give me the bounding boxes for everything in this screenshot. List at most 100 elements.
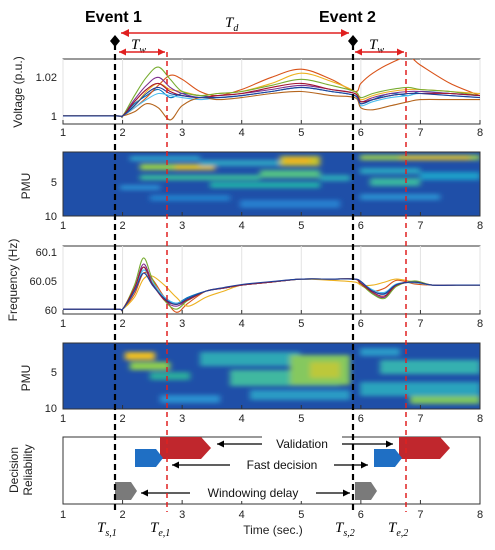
fast-decision-bar-2 [374,449,402,467]
decision-xtick-label: 7 [417,509,423,521]
ts2-label: Ts,2 [335,520,355,539]
voltage-xtick-label: 7 [417,127,423,139]
voltage-series-line-9 [63,86,480,118]
x-axis-label: Time (sec.) [243,523,303,537]
event-1-label: Event 1 [85,9,142,26]
heatmap-2-xtick-label: 7 [417,413,423,425]
decision-ylabel-line2: Reliability [21,444,35,495]
ts1-label: Ts,1 [97,520,117,539]
voltage-ytick-1.02: 1.02 [36,72,57,84]
decision-xtick-label: 6 [358,509,364,521]
heatmap-1-xtick-label: 1 [60,220,66,232]
td-label: Td [225,15,239,34]
pmu-heatmap-1: 5 10 1 2 3 4 5 6 7 8 PMU [19,151,483,232]
te2-label: Te,2 [388,520,408,539]
heatmap-2-xticks: 1 2 3 4 5 6 7 8 [60,405,483,425]
heatmap-2-xtick-label: 5 [298,413,304,425]
heatmap-1-xtick-label: 2 [120,220,126,232]
voltage-xticks: 1 2 3 4 5 6 7 8 [60,120,483,139]
heatmap-1-xtick-label: 5 [298,220,304,232]
top-annotations: Event 1 Event 2 Td Tw Tw [85,9,404,56]
pmu-heatmap-2: 5 10 1 2 3 4 5 6 7 8 PMU [19,342,483,425]
td-arrowhead-left [121,29,129,37]
voltage-panel: 1.02 1 1 2 3 4 5 6 7 8 Voltage (p.u.) [11,56,483,139]
frequency-xtick-label: 2 [120,318,126,330]
frequency-ytick-60: 60 [45,305,57,317]
event-1-marker [110,35,120,47]
heatmap-1-xtick-label: 4 [239,220,245,232]
heatmap-1-xtick-label: 6 [358,220,364,232]
heatmap-1-xticks: 1 2 3 4 5 6 7 8 [60,212,483,232]
fast-decision-bar-1 [135,449,163,467]
event-2-label: Event 2 [319,9,376,26]
heatmap-1-xtick-label: 3 [179,220,185,232]
decision-panel: Decision Reliability 1 2 3 4 5 6 7 8 Validation… [7,436,483,521]
heatmap-1-xtick-label: 8 [477,220,483,232]
windowing-bar-1 [115,482,137,500]
frequency-xticks: 1 2 3 4 5 6 7 8 [60,310,483,330]
voltage-ytick-1: 1 [51,111,57,123]
voltage-ylabel: Voltage (p.u.) [11,56,25,127]
voltage-series-line-3 [63,72,480,118]
heatmap-1-xtick-label: 7 [417,220,423,232]
voltage-series [63,59,480,121]
heatmap-1-ytick-5: 5 [51,177,57,189]
heatmap-2-ylabel: PMU [19,365,33,392]
voltage-xtick-label: 8 [477,127,483,139]
validation-label: Validation [276,437,328,451]
voltage-xtick-label: 2 [120,127,126,139]
voltage-xtick-label: 3 [179,127,185,139]
decision-xticks: 1 2 3 4 5 6 7 8 [60,500,483,521]
decision-xtick-label: 1 [60,509,66,521]
decision-ylabel-line1: Decision [7,447,21,493]
decision-xtick-label: 4 [239,509,245,521]
frequency-xtick-label: 6 [358,318,364,330]
heatmap-2-cells [125,348,480,404]
event-2-marker [348,35,358,47]
decision-xtick-label: 2 [120,509,126,521]
validation-bar-1 [160,437,211,459]
frequency-xtick-label: 4 [239,318,245,330]
windowing-delay-label: Windowing delay [208,486,299,500]
frequency-xtick-label: 5 [298,318,304,330]
event-boundaries [113,44,407,512]
validation-bar-2 [399,437,450,459]
frequency-xtick-label: 1 [60,318,66,330]
voltage-series-line-4 [63,76,480,118]
frequency-ylabel: Frequency (Hz) [6,239,20,322]
te1-label: Te,1 [150,520,170,539]
frequency-series-line-8 [63,272,480,312]
frequency-axes [62,245,481,315]
validation-label-bg [262,436,342,452]
voltage-xtick-label: 5 [298,127,304,139]
heatmap-2-xtick-label: 1 [60,413,66,425]
frequency-panel: 60.1 60.05 60 1 2 3 4 5 6 7 8 Frequency (Hz) [6,239,483,330]
voltage-xtick-label: 6 [358,127,364,139]
frequency-xtick-label: 3 [179,318,185,330]
tw-label-2: Tw [369,37,384,56]
frequency-xtick-label: 7 [417,318,423,330]
decision-xtick-label: 5 [298,509,304,521]
frequency-xtick-label: 8 [477,318,483,330]
heatmap-1-cells [120,155,480,208]
fast-decision-label: Fast decision [247,458,318,472]
heatmap-2-xtick-label: 8 [477,413,483,425]
frequency-series [63,257,480,313]
voltage-xtick-label: 1 [60,127,66,139]
frequency-ytick-60.05: 60.05 [29,276,57,288]
fast-decision-label-bg [230,457,334,473]
heatmap-1-ytick-10: 10 [45,211,57,223]
heatmap-2-xtick-label: 3 [179,413,185,425]
voltage-xtick-label: 4 [239,127,245,139]
heatmap-2-xtick-label: 2 [120,413,126,425]
voltage-series-line-8 [63,90,480,121]
tw-label-1: Tw [131,37,146,56]
heatmap-2-xtick-label: 6 [358,413,364,425]
heatmap-2-xtick-label: 4 [239,413,245,425]
heatmap-1-axes [62,151,481,217]
windowing-delay-label-bg [190,485,316,501]
heatmap-2-axes [62,342,481,410]
frequency-gridlines [62,246,481,314]
decision-xtick-label: 3 [179,509,185,521]
